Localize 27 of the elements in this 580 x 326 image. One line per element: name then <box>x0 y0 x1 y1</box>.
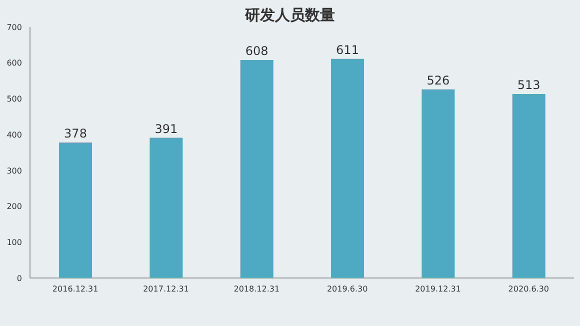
x-tick-label: 2019.12.31 <box>415 284 461 294</box>
x-tick-label: 2020.6.30 <box>508 284 550 294</box>
y-tick-label: 600 <box>6 58 22 68</box>
data-label: 513 <box>517 78 540 92</box>
x-tick-label: 2016.12.31 <box>52 284 98 294</box>
data-label: 611 <box>336 42 359 57</box>
y-tick-label: 100 <box>6 238 22 247</box>
data-label: 391 <box>154 122 178 136</box>
x-tick-label: 2017.12.31 <box>143 284 189 294</box>
x-tick-label: 2019.6.30 <box>326 284 368 294</box>
data-label: 608 <box>245 44 268 58</box>
bar <box>512 94 546 278</box>
bar <box>59 142 92 278</box>
data-label: 526 <box>426 73 450 88</box>
bar <box>331 58 364 278</box>
y-tick-label: 500 <box>6 94 22 104</box>
y-tick-label: 400 <box>6 130 22 140</box>
bar <box>422 89 455 278</box>
data-label: 378 <box>64 126 87 140</box>
chart-title: 研发人员数量 <box>245 6 335 24</box>
bar <box>150 138 183 278</box>
y-tick-label: 200 <box>6 202 22 212</box>
y-tick-label: 300 <box>6 166 22 176</box>
bar <box>240 60 274 278</box>
x-tick-label: 2018.12.31 <box>234 284 280 294</box>
y-tick-label: 700 <box>6 22 22 32</box>
y-tick-label: 0 <box>16 274 22 283</box>
